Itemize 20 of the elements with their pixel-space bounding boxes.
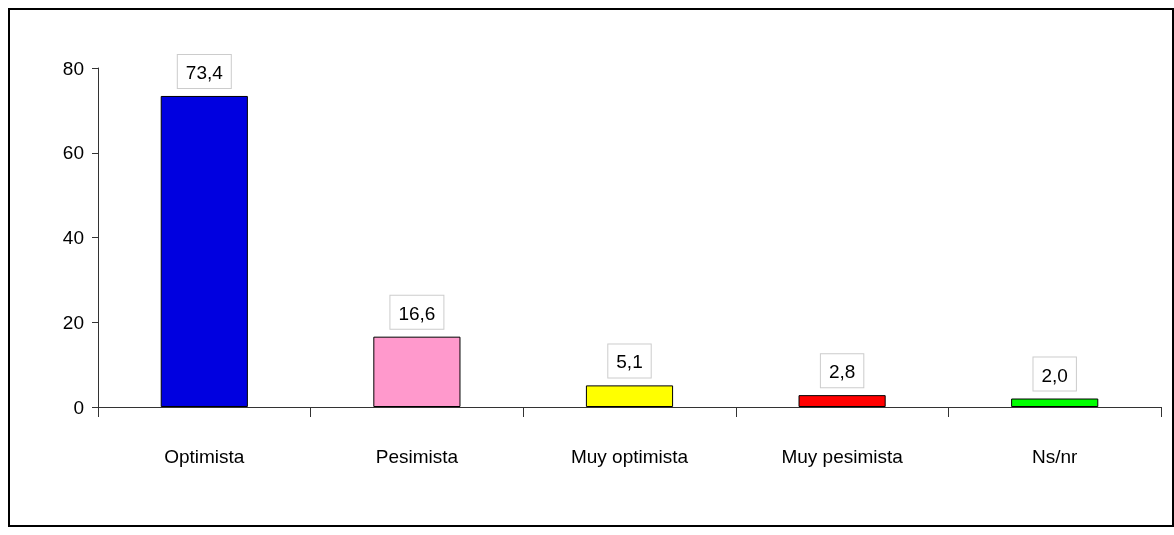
- bar: [1011, 398, 1099, 407]
- y-tick-label: 20: [62, 311, 84, 333]
- bar: [798, 395, 886, 407]
- bar: [585, 385, 674, 407]
- data-label: 5,1: [616, 351, 643, 373]
- data-label: 16,6: [398, 302, 436, 324]
- y-tick-label: 80: [62, 57, 84, 79]
- y-tick-label: 40: [62, 227, 84, 248]
- x-tick-label: Ns/nr: [1032, 446, 1079, 467]
- y-tick-label: 0: [73, 396, 84, 418]
- bar: [160, 95, 248, 407]
- x-tick-label: Muy pesimista: [781, 446, 904, 467]
- data-label: 73,4: [185, 61, 224, 83]
- data-label: 2,8: [828, 361, 856, 383]
- bar: [373, 336, 461, 407]
- x-tick-label: Muy optimista: [570, 446, 689, 467]
- y-tick-label: 60: [62, 142, 84, 164]
- data-label: 2,0: [1041, 364, 1068, 386]
- x-tick-label: Pesimista: [375, 446, 459, 467]
- x-tick-label: Optimista: [164, 446, 245, 467]
